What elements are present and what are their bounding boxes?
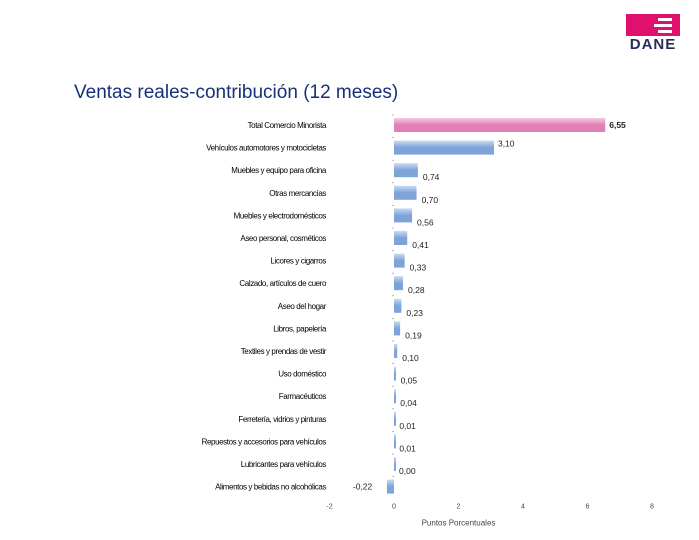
value-label: 0,01 xyxy=(399,421,416,431)
category-label: Aseo del hogar xyxy=(278,302,327,311)
category-label: Aseo personal, cosméticos xyxy=(240,234,326,243)
category-label: Repuestos y accesorios para vehículos xyxy=(202,437,327,446)
x-tick-label: 6 xyxy=(586,504,590,511)
value-label: 0,56 xyxy=(417,217,434,227)
value-labels-layer: 6,55 3,10 0,74 0,70 0,56 0,41 0,33 0,28 0,23 0,19… xyxy=(353,120,626,492)
x-axis-title: Puntos Porcentuales xyxy=(422,519,496,528)
category-label: Total Comercio Minorista xyxy=(248,121,327,130)
bar xyxy=(394,253,405,268)
category-label: Calzado, artículos de cuero xyxy=(239,279,327,288)
value-label: 6,55 xyxy=(609,120,626,130)
x-tick-label: 4 xyxy=(521,504,525,511)
category-label: Lubricantes para vehículos xyxy=(241,460,327,469)
bar xyxy=(394,185,417,200)
category-label: Farmacéuticos xyxy=(279,392,327,401)
category-label: Libros, papelería xyxy=(273,324,327,333)
category-label: Uso doméstico xyxy=(278,370,327,379)
bar xyxy=(394,389,396,404)
value-label: 3,10 xyxy=(498,139,515,149)
x-tick-label: 2 xyxy=(457,504,461,511)
category-label: Ferretería, vidrios y pinturas xyxy=(238,415,326,424)
value-label: 0,10 xyxy=(402,353,419,363)
chart-title: Ventas reales-contribución (12 meses) xyxy=(74,82,399,103)
x-axis: -2 0 2 4 6 8 xyxy=(326,504,654,511)
bar xyxy=(386,479,394,494)
category-label: Muebles y electrodomésticos xyxy=(234,211,327,220)
category-label: Alimentos y bebidas no alcohólicas xyxy=(215,483,326,492)
bar xyxy=(394,321,401,336)
x-tick-label: 8 xyxy=(650,504,654,511)
bars-layer xyxy=(386,114,606,494)
bar xyxy=(394,434,396,449)
bar xyxy=(394,140,494,155)
bar xyxy=(394,231,408,245)
logo-stripe xyxy=(658,18,672,21)
value-label: 0,01 xyxy=(399,443,416,453)
bar xyxy=(394,411,396,426)
value-label: 0,70 xyxy=(422,195,439,205)
bar xyxy=(394,118,606,132)
value-label: 0,28 xyxy=(408,285,425,295)
value-label: 0,00 xyxy=(399,466,416,476)
category-label: Licores y cigarros xyxy=(271,257,327,266)
bar xyxy=(394,208,413,223)
value-label: 0,23 xyxy=(406,308,423,318)
bar xyxy=(394,366,396,381)
category-label: Textiles y prendas de vestir xyxy=(241,347,327,356)
dane-logo-text: DANE xyxy=(629,36,677,53)
category-label: Muebles y equipo para oficina xyxy=(231,166,327,175)
category-label: Otras mercancías xyxy=(269,189,326,198)
value-label: 0,41 xyxy=(412,240,429,250)
bar xyxy=(394,276,404,291)
bar xyxy=(394,298,402,313)
bar xyxy=(394,163,418,178)
value-label: 0,74 xyxy=(423,172,440,182)
value-label: 0,19 xyxy=(405,330,422,340)
logo-stripe xyxy=(654,24,672,27)
dane-logo-mark xyxy=(626,14,680,36)
bar xyxy=(394,344,398,358)
value-label: 0,33 xyxy=(410,263,427,273)
value-label: -0,22 xyxy=(353,482,373,492)
value-label: 0,04 xyxy=(400,398,417,408)
dane-logo: DANE xyxy=(622,14,684,53)
x-tick-label: -2 xyxy=(326,504,332,511)
x-tick-label: 0 xyxy=(392,504,396,511)
category-labels-layer: Total Comercio Minorista Vehículos automo… xyxy=(202,121,328,492)
category-label: Vehículos automotores y motocicletas xyxy=(206,144,326,153)
logo-stripe xyxy=(658,30,672,33)
value-label: 0,05 xyxy=(401,376,418,386)
bar xyxy=(394,457,396,471)
